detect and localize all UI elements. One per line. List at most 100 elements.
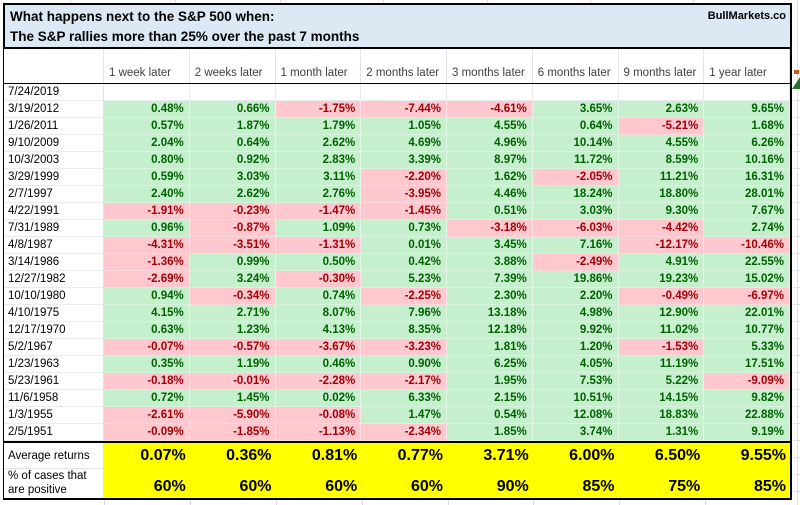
value-cell[interactable]: 0.66% xyxy=(189,101,276,118)
value-cell[interactable]: 6.26% xyxy=(704,135,790,152)
value-cell[interactable]: 1.23% xyxy=(189,322,276,339)
value-cell[interactable]: 18.24% xyxy=(532,186,619,203)
value-cell[interactable]: 9.92% xyxy=(532,322,619,339)
column-header[interactable]: 3 months later xyxy=(447,49,533,83)
value-cell[interactable]: 4.69% xyxy=(361,135,447,152)
value-cell[interactable]: 7.16% xyxy=(532,237,619,254)
value-cell[interactable]: 28.01% xyxy=(704,186,790,203)
value-cell[interactable]: 8.35% xyxy=(361,322,447,339)
value-cell[interactable]: 1.87% xyxy=(189,118,276,135)
value-cell[interactable]: 2.62% xyxy=(189,186,276,203)
value-cell[interactable]: 4.46% xyxy=(447,186,533,203)
value-cell[interactable]: 9.19% xyxy=(704,424,790,441)
value-cell[interactable]: 9.65% xyxy=(704,101,790,118)
value-cell[interactable]: 7.39% xyxy=(447,271,533,288)
value-cell[interactable]: 17.51% xyxy=(704,356,790,373)
value-cell[interactable]: 1.31% xyxy=(618,424,705,441)
value-cell[interactable]: 0.35% xyxy=(104,356,190,373)
value-cell[interactable]: -1.47% xyxy=(275,203,362,220)
value-cell[interactable]: -2.61% xyxy=(104,407,190,424)
value-cell[interactable]: -1.45% xyxy=(361,203,447,220)
average-cell[interactable]: 0.81% xyxy=(275,443,362,469)
empty-cell[interactable] xyxy=(361,84,447,101)
value-cell[interactable]: -2.20% xyxy=(361,169,447,186)
value-cell[interactable]: 4.98% xyxy=(532,305,619,322)
value-cell[interactable]: 11.21% xyxy=(618,169,705,186)
empty-cell[interactable] xyxy=(704,84,790,101)
average-cell[interactable]: 9.55% xyxy=(704,443,790,469)
value-cell[interactable]: 0.72% xyxy=(104,390,190,407)
value-cell[interactable]: -5.21% xyxy=(618,118,705,135)
value-cell[interactable]: -2.69% xyxy=(104,271,190,288)
value-cell[interactable]: 0.64% xyxy=(532,118,619,135)
empty-cell[interactable] xyxy=(532,84,619,101)
value-cell[interactable]: -6.03% xyxy=(532,220,619,237)
average-cell[interactable]: 0.77% xyxy=(361,443,447,469)
date-cell[interactable]: 2/7/1997 xyxy=(4,186,104,203)
value-cell[interactable]: 22.01% xyxy=(704,305,790,322)
date-cell[interactable]: 12/27/1982 xyxy=(4,271,104,288)
value-cell[interactable]: 10.16% xyxy=(704,152,790,169)
value-cell[interactable]: 14.15% xyxy=(618,390,705,407)
percent-positive-cell[interactable]: 85% xyxy=(704,469,790,498)
date-cell[interactable]: 4/8/1987 xyxy=(4,237,104,254)
empty-cell[interactable] xyxy=(618,84,705,101)
value-cell[interactable]: 19.86% xyxy=(532,271,619,288)
value-cell[interactable]: 2.30% xyxy=(447,288,533,305)
value-cell[interactable]: 4.05% xyxy=(532,356,619,373)
date-cell[interactable]: 12/17/1970 xyxy=(4,322,104,339)
empty-cell[interactable] xyxy=(189,84,276,101)
date-cell[interactable]: 4/22/1991 xyxy=(4,203,104,220)
date-cell[interactable]: 4/10/1975 xyxy=(4,305,104,322)
empty-cell[interactable] xyxy=(275,84,362,101)
value-cell[interactable]: -0.01% xyxy=(189,373,276,390)
value-cell[interactable]: 2.40% xyxy=(104,186,190,203)
value-cell[interactable]: -0.18% xyxy=(104,373,190,390)
value-cell[interactable]: 22.88% xyxy=(704,407,790,424)
column-header[interactable]: 1 month later xyxy=(276,49,362,83)
date-cell[interactable]: 5/23/1961 xyxy=(4,373,104,390)
value-cell[interactable]: 16.31% xyxy=(704,169,790,186)
value-cell[interactable]: 2.15% xyxy=(447,390,533,407)
value-cell[interactable]: 0.57% xyxy=(104,118,190,135)
percent-positive-cell[interactable]: 90% xyxy=(447,469,533,498)
value-cell[interactable]: 3.03% xyxy=(189,169,276,186)
value-cell[interactable]: -1.91% xyxy=(104,203,190,220)
value-cell[interactable]: -3.18% xyxy=(447,220,533,237)
value-cell[interactable]: 11.19% xyxy=(618,356,705,373)
percent-positive-cell[interactable]: 60% xyxy=(189,469,276,498)
value-cell[interactable]: 4.91% xyxy=(618,254,705,271)
value-cell[interactable]: -3.51% xyxy=(189,237,276,254)
value-cell[interactable]: -2.17% xyxy=(361,373,447,390)
value-cell[interactable]: 0.02% xyxy=(275,390,362,407)
value-cell[interactable]: 0.64% xyxy=(189,135,276,152)
value-cell[interactable]: 2.62% xyxy=(275,135,362,152)
value-cell[interactable]: 2.83% xyxy=(275,152,362,169)
value-cell[interactable]: 1.68% xyxy=(704,118,790,135)
average-cell[interactable]: 6.50% xyxy=(618,443,705,469)
value-cell[interactable]: 1.09% xyxy=(275,220,362,237)
date-cell[interactable]: 7/24/2019 xyxy=(4,84,104,101)
value-cell[interactable]: -10.46% xyxy=(704,237,790,254)
value-cell[interactable]: 1.95% xyxy=(447,373,533,390)
value-cell[interactable]: 3.65% xyxy=(532,101,619,118)
value-cell[interactable]: 2.63% xyxy=(618,101,705,118)
value-cell[interactable]: 8.59% xyxy=(618,152,705,169)
value-cell[interactable]: 5.23% xyxy=(361,271,447,288)
value-cell[interactable]: -2.49% xyxy=(532,254,619,271)
value-cell[interactable]: 3.11% xyxy=(275,169,362,186)
value-cell[interactable]: -1.75% xyxy=(275,101,362,118)
date-cell[interactable]: 5/2/1967 xyxy=(4,339,104,356)
value-cell[interactable]: 2.76% xyxy=(275,186,362,203)
percent-positive-cell[interactable]: 60% xyxy=(104,469,190,498)
value-cell[interactable]: 0.99% xyxy=(189,254,276,271)
value-cell[interactable]: -3.67% xyxy=(275,339,362,356)
percent-positive-cell[interactable]: 85% xyxy=(532,469,619,498)
value-cell[interactable]: 13.18% xyxy=(447,305,533,322)
column-header[interactable]: 1 year later xyxy=(704,49,790,83)
value-cell[interactable]: 0.54% xyxy=(447,407,533,424)
value-cell[interactable]: -0.49% xyxy=(618,288,705,305)
value-cell[interactable]: 3.88% xyxy=(447,254,533,271)
value-cell[interactable]: -1.13% xyxy=(275,424,362,441)
value-cell[interactable]: 3.24% xyxy=(189,271,276,288)
